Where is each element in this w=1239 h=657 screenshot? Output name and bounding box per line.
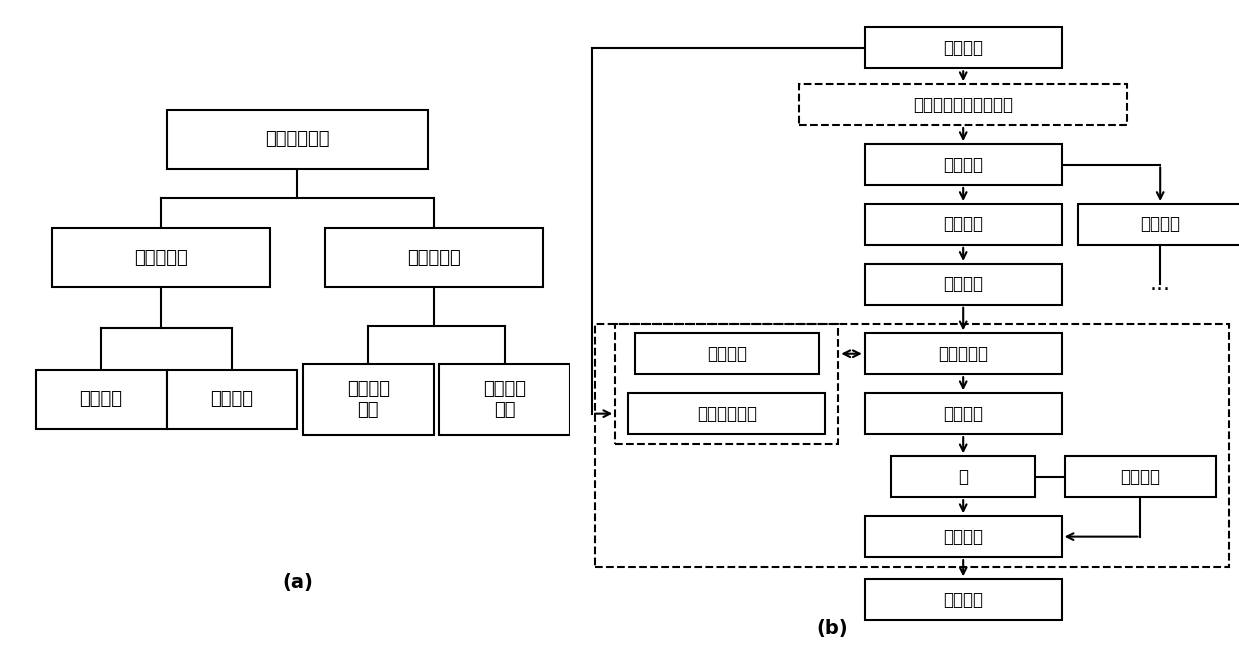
FancyBboxPatch shape	[865, 264, 1062, 305]
FancyBboxPatch shape	[628, 393, 825, 434]
Text: 抓: 抓	[958, 468, 968, 486]
Text: 底盘移动靠近目标物体: 底盘移动靠近目标物体	[913, 96, 1014, 114]
FancyBboxPatch shape	[52, 228, 270, 287]
Text: 任务型图块: 任务型图块	[134, 248, 188, 267]
Text: (a): (a)	[282, 574, 312, 592]
FancyBboxPatch shape	[865, 333, 1062, 374]
FancyBboxPatch shape	[865, 28, 1062, 68]
Text: 当前状态: 当前状态	[943, 39, 984, 57]
FancyBboxPatch shape	[325, 228, 543, 287]
Text: 张开手爪: 张开手爪	[943, 275, 984, 293]
FancyBboxPatch shape	[865, 144, 1062, 185]
FancyBboxPatch shape	[865, 393, 1062, 434]
Text: 末端运动
语句: 末端运动 语句	[483, 380, 527, 419]
Text: 生成抓取位姿: 生成抓取位姿	[696, 405, 757, 422]
Text: 移动任务: 移动任务	[79, 390, 123, 409]
Text: ...: ...	[1150, 275, 1171, 294]
FancyBboxPatch shape	[302, 364, 434, 435]
FancyBboxPatch shape	[865, 579, 1062, 620]
Text: 闭合手爪: 闭合手爪	[1120, 468, 1161, 486]
Text: (b): (b)	[817, 619, 847, 637]
FancyBboxPatch shape	[1066, 456, 1215, 497]
Text: 关节运动
语句: 关节运动 语句	[347, 380, 390, 419]
Text: 左手抓取: 左手抓取	[1140, 215, 1181, 233]
Text: 提升物体: 提升物体	[943, 591, 984, 608]
Text: 操作任务: 操作任务	[211, 390, 254, 409]
Text: 接触物体: 接触物体	[943, 528, 984, 545]
Text: 右手抓取: 右手抓取	[943, 215, 984, 233]
FancyBboxPatch shape	[166, 370, 297, 429]
FancyBboxPatch shape	[865, 204, 1062, 245]
FancyBboxPatch shape	[634, 333, 819, 374]
Text: 接近物体: 接近物体	[943, 405, 984, 422]
Text: 可选方案: 可选方案	[943, 156, 984, 173]
FancyBboxPatch shape	[439, 364, 570, 435]
FancyBboxPatch shape	[166, 110, 429, 169]
FancyBboxPatch shape	[36, 370, 166, 429]
FancyBboxPatch shape	[1078, 204, 1239, 245]
Text: 计算逆解: 计算逆解	[706, 345, 747, 363]
Text: 图块需求分析: 图块需求分析	[265, 130, 330, 148]
FancyBboxPatch shape	[799, 84, 1127, 125]
FancyBboxPatch shape	[891, 456, 1036, 497]
Text: 语句型图块: 语句型图块	[406, 248, 461, 267]
FancyBboxPatch shape	[865, 516, 1062, 557]
Text: 向物体移动: 向物体移动	[938, 345, 989, 363]
